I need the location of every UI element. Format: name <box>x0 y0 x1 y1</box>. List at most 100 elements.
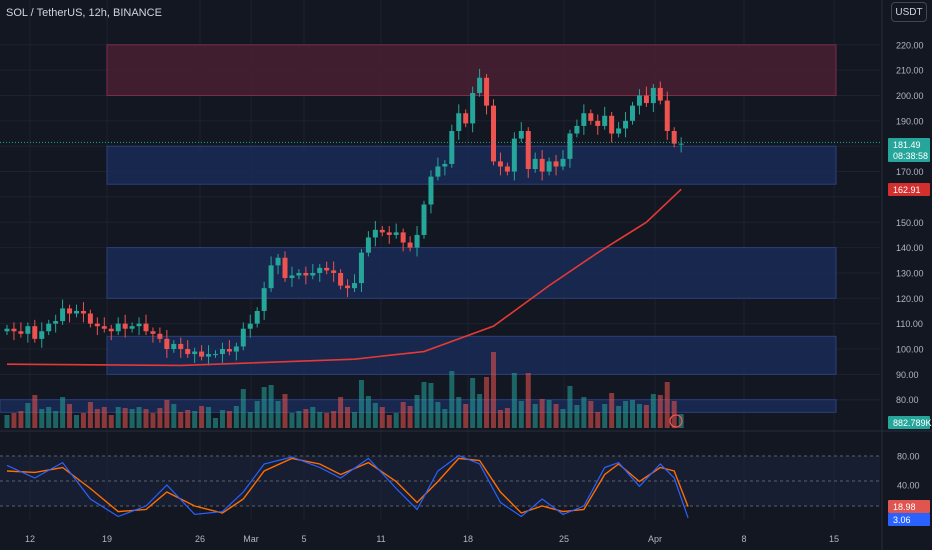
candle-body <box>352 283 357 289</box>
candle-body <box>442 163 448 167</box>
candle-body <box>74 310 79 314</box>
volume-bar <box>185 410 191 428</box>
volume-bar <box>463 404 469 428</box>
candle-body <box>477 77 483 93</box>
candle-body <box>254 310 260 324</box>
volume-bar <box>18 411 24 428</box>
volume-bar <box>595 412 601 428</box>
alert-icon <box>669 414 683 428</box>
candle-body <box>338 272 344 286</box>
candle-body <box>289 275 295 279</box>
volume-bar <box>171 404 177 428</box>
candle-body <box>185 349 191 355</box>
volume-bar <box>32 395 38 428</box>
candle-body <box>546 161 552 172</box>
candle-body <box>358 252 364 284</box>
volume-bar <box>484 377 490 428</box>
volume-bar <box>630 400 635 428</box>
volume-bar <box>546 400 552 428</box>
stoch-d-badge-text: 18.98 <box>893 502 916 512</box>
volume-bar <box>157 408 163 428</box>
candle-body <box>470 92 476 124</box>
candle-body <box>164 338 170 349</box>
y-tick-label: 90.00 <box>896 370 919 380</box>
ma-badge-text: 162.91 <box>893 185 921 195</box>
candle-body <box>60 308 66 322</box>
volume-bar <box>178 412 184 428</box>
candle-body <box>303 272 309 276</box>
candle-body <box>53 321 59 324</box>
candle-body <box>643 95 649 104</box>
volume-bar <box>226 411 232 428</box>
candle-body <box>414 234 420 248</box>
volume-bar <box>428 383 434 428</box>
x-tick-label: 15 <box>829 534 839 544</box>
price-badge-bg <box>888 138 930 162</box>
candle-body <box>400 232 406 243</box>
candle-body <box>94 323 100 327</box>
volume-bar <box>497 410 503 428</box>
volume-bar <box>247 412 253 428</box>
y-tick-label: 170.00 <box>896 167 924 177</box>
volume-bar <box>296 411 302 428</box>
volume-bar <box>53 411 59 428</box>
candle-body <box>678 143 684 145</box>
volume-bar <box>136 407 142 428</box>
y-tick-label: 140.00 <box>896 243 924 253</box>
volume-bar <box>588 401 594 428</box>
y-tick-label: 80.00 <box>896 395 919 405</box>
zone-blue <box>106 145 837 185</box>
candle-body <box>602 115 608 126</box>
volume-bars <box>4 352 684 428</box>
stoch-k-badge-bg <box>888 513 930 526</box>
candle-body <box>226 349 232 352</box>
volume-bar <box>393 413 399 428</box>
currency-button[interactable]: USDT <box>891 2 927 22</box>
volume-bar <box>414 395 420 428</box>
x-tick-label: 19 <box>102 534 112 544</box>
candle-body <box>199 351 205 357</box>
zone-blue <box>106 247 837 299</box>
candle-body <box>386 232 392 235</box>
candle-body <box>206 354 212 357</box>
candle-body <box>630 105 635 121</box>
volume-bar <box>421 382 427 428</box>
candle-body <box>595 120 601 126</box>
volume-bar <box>289 413 295 428</box>
candle-body <box>671 130 677 144</box>
volume-bar <box>108 415 114 428</box>
candle-body <box>636 95 642 106</box>
volume-bar <box>87 402 93 428</box>
stoch-d-badge-bg <box>888 500 930 513</box>
volume-bar <box>602 404 608 428</box>
candle-body <box>560 158 566 167</box>
y-tick-label: 200.00 <box>896 91 924 101</box>
candle-body <box>317 267 323 273</box>
candle-body <box>310 272 316 276</box>
volume-bar <box>101 407 107 428</box>
candle-body <box>240 328 246 347</box>
volume-bar <box>25 403 31 428</box>
candle-body <box>275 257 281 266</box>
volume-badge: 882.789K <box>888 416 932 429</box>
candle-body <box>393 232 399 235</box>
zones <box>0 44 837 413</box>
y-tick-label: 100.00 <box>896 345 924 355</box>
x-tick-label: 11 <box>376 534 385 544</box>
candle-body <box>150 331 156 334</box>
candle-body <box>407 242 413 248</box>
stoch-d-badge: 18.98 <box>888 500 930 513</box>
x-tick-label: 26 <box>195 534 205 544</box>
y-tick-label: 190.00 <box>896 116 924 126</box>
price-badge-text: 181.49 <box>893 140 921 150</box>
candle-body <box>497 161 503 167</box>
volume-bar <box>400 402 406 428</box>
volume-bar <box>233 406 239 428</box>
volume-bar <box>518 401 524 428</box>
volume-bar <box>456 397 462 428</box>
candle-body <box>511 138 517 172</box>
candle-body <box>25 326 31 334</box>
stoch-k-line <box>6 454 689 519</box>
